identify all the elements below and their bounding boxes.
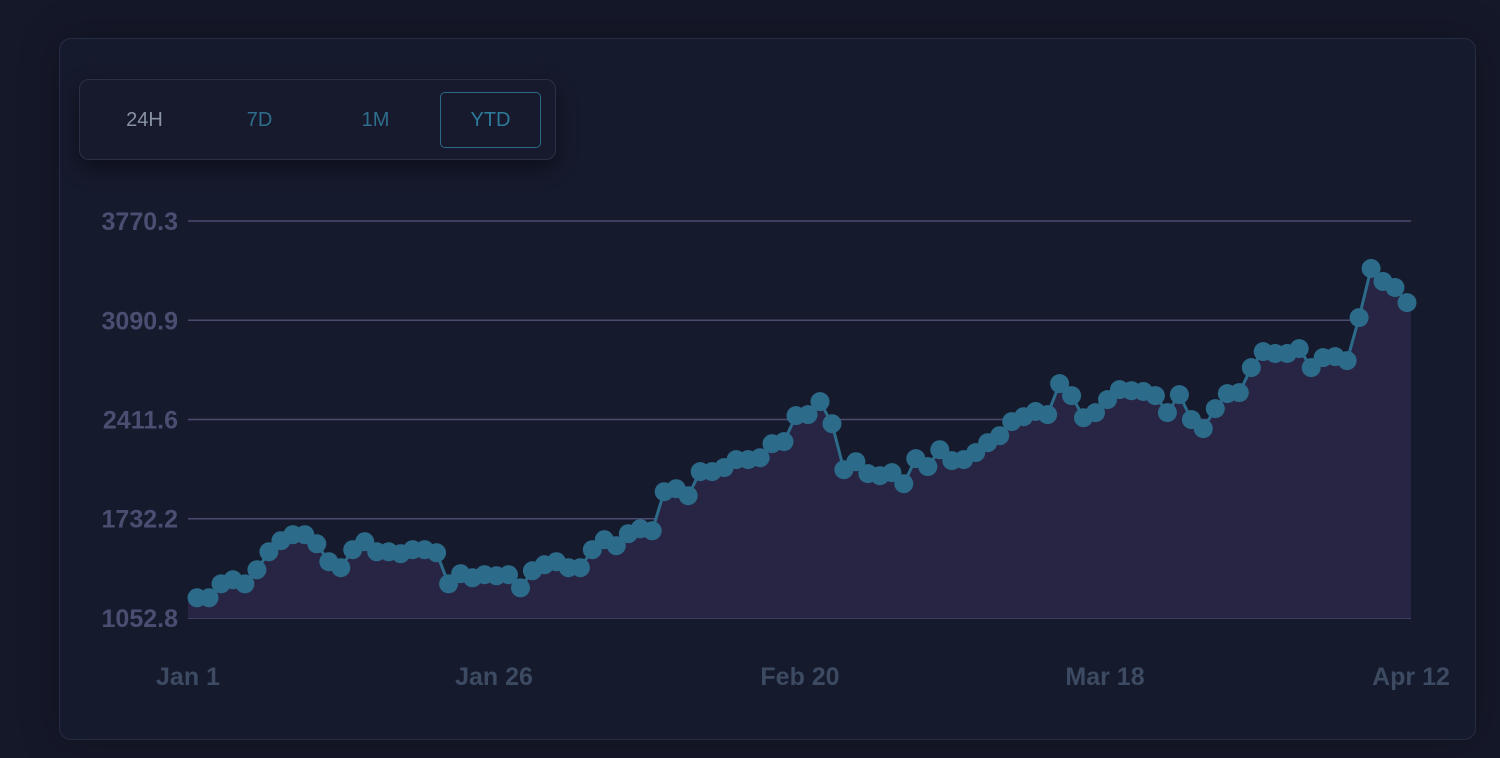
data-point[interactable] xyxy=(642,521,662,541)
series-area xyxy=(188,268,1411,618)
data-point[interactable] xyxy=(1241,358,1261,378)
data-point[interactable] xyxy=(1349,308,1369,328)
y-axis-ticks: 1052.8 1732.2 2411.6 3090.9 3770.3 xyxy=(102,208,179,633)
data-point[interactable] xyxy=(882,463,902,483)
data-point[interactable] xyxy=(1397,293,1417,313)
x-tick-label: Mar 18 xyxy=(1065,663,1144,691)
time-range-selector: 24H 7D 1M YTD xyxy=(79,79,556,160)
data-point[interactable] xyxy=(1229,383,1249,403)
y-tick-label: 3090.9 xyxy=(102,307,178,335)
data-point[interactable] xyxy=(1169,385,1189,405)
data-point[interactable] xyxy=(846,452,866,472)
data-point[interactable] xyxy=(1038,405,1058,425)
range-button-24h[interactable]: 24H xyxy=(94,92,195,148)
data-point[interactable] xyxy=(1337,351,1357,371)
x-tick-label: Apr 12 xyxy=(1372,663,1450,691)
data-point[interactable] xyxy=(810,392,830,412)
data-point[interactable] xyxy=(259,542,279,562)
data-point[interactable] xyxy=(570,558,590,578)
y-tick-label: 3770.3 xyxy=(102,208,178,236)
data-point[interactable] xyxy=(1050,374,1070,394)
data-point[interactable] xyxy=(1205,399,1225,419)
y-tick-label: 1052.8 xyxy=(102,605,179,633)
data-point[interactable] xyxy=(1385,278,1405,297)
data-point[interactable] xyxy=(930,440,950,460)
data-point[interactable] xyxy=(499,565,518,585)
data-point[interactable] xyxy=(1086,403,1105,423)
x-tick-label: Feb 20 xyxy=(760,663,839,691)
data-point[interactable] xyxy=(750,448,770,468)
data-point[interactable] xyxy=(990,426,1010,446)
data-point[interactable] xyxy=(199,588,219,608)
data-point[interactable] xyxy=(1157,403,1177,423)
data-point[interactable] xyxy=(1145,386,1165,406)
y-tick-label: 2411.6 xyxy=(103,406,178,434)
data-point[interactable] xyxy=(247,560,267,580)
data-points xyxy=(187,259,1417,608)
x-tick-label: Jan 26 xyxy=(455,663,533,691)
range-button-ytd[interactable]: YTD xyxy=(440,92,541,148)
area-layer xyxy=(188,268,1411,618)
data-point[interactable] xyxy=(678,486,698,506)
data-point[interactable] xyxy=(606,536,626,556)
data-point[interactable] xyxy=(1062,386,1082,406)
data-point[interactable] xyxy=(427,543,447,563)
range-button-7d[interactable]: 7D xyxy=(209,92,310,148)
y-tick-label: 1732.2 xyxy=(102,506,178,534)
range-button-1m[interactable]: 1M xyxy=(325,92,426,148)
data-point[interactable] xyxy=(798,405,818,425)
data-point[interactable] xyxy=(1193,419,1213,439)
x-axis-ticks: Jan 1 Jan 26 Feb 20 Mar 18 Apr 12 xyxy=(156,663,1450,691)
data-point[interactable] xyxy=(774,432,794,452)
x-tick-label: Jan 1 xyxy=(156,663,220,691)
data-point[interactable] xyxy=(1289,339,1309,359)
data-point[interactable] xyxy=(1361,259,1381,278)
data-point[interactable] xyxy=(331,558,351,578)
data-point[interactable] xyxy=(918,457,938,477)
data-point[interactable] xyxy=(511,578,530,598)
data-point[interactable] xyxy=(307,534,327,554)
data-point[interactable] xyxy=(235,574,255,594)
data-point[interactable] xyxy=(822,414,842,434)
data-point[interactable] xyxy=(894,474,914,494)
